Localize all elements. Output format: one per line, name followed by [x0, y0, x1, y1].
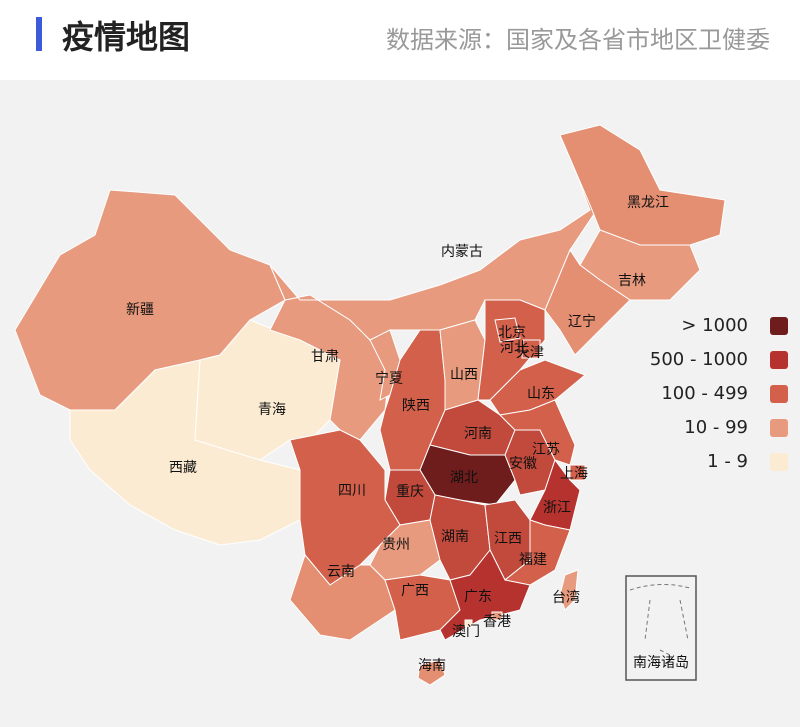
- region: [439, 549, 531, 641]
- legend-swatch: [770, 317, 788, 335]
- legend-label: 10 - 99: [684, 417, 748, 438]
- inset-label: 南海诸岛: [633, 655, 689, 671]
- title-accent: [36, 17, 42, 51]
- region-label: 海南: [418, 658, 446, 674]
- region-label: 澳门: [452, 624, 480, 640]
- region-label: 台湾: [552, 589, 580, 606]
- legend-swatch: [770, 385, 788, 403]
- region-label: 贵州: [382, 537, 410, 553]
- region-label: 陕西: [402, 398, 430, 414]
- region-label: 河南: [464, 426, 492, 442]
- legend-label: 500 - 1000: [650, 349, 748, 370]
- region: [417, 659, 446, 686]
- region-label: 青海: [258, 402, 286, 418]
- region-label: 甘肃: [311, 349, 339, 365]
- region-label: 山东: [527, 386, 555, 402]
- region-label: 上海: [560, 466, 588, 482]
- region-label: 内蒙古: [441, 244, 483, 260]
- legend-swatch: [770, 351, 788, 369]
- inset-frame: [625, 575, 697, 681]
- region: [521, 339, 541, 359]
- region: [559, 124, 726, 246]
- region-label: 福建: [519, 552, 547, 568]
- region: [464, 619, 473, 628]
- region-label: 黑龙江: [627, 195, 669, 211]
- legend-swatch: [770, 419, 788, 437]
- legend-label: 1 - 9: [707, 451, 748, 472]
- region-label: 广西: [401, 583, 429, 599]
- region-label: 云南: [327, 564, 355, 580]
- inset-line: [629, 584, 691, 591]
- region-label: 江西: [494, 531, 522, 547]
- region-label: 湖北: [450, 470, 478, 486]
- region-label: 山西: [450, 367, 478, 383]
- region: [559, 569, 579, 611]
- region: [544, 248, 631, 356]
- region-label: 北京: [498, 325, 526, 341]
- inset: 南海诸岛: [625, 575, 697, 681]
- region: [494, 317, 521, 343]
- inset-line: [644, 599, 689, 656]
- title: 疫情地图: [62, 18, 191, 56]
- region-label: 新疆: [126, 302, 154, 318]
- header: 疫情地图 数据来源：国家及各省市地区卫健委: [0, 0, 800, 80]
- region-label: 西藏: [169, 460, 197, 476]
- region: [569, 464, 586, 481]
- region-label: 湖南: [441, 529, 469, 545]
- region-label: 安徽: [509, 456, 537, 472]
- region-label: 香港: [483, 614, 511, 630]
- region-label: 宁夏: [375, 370, 403, 387]
- region-label: 吉林: [618, 273, 646, 289]
- region-label: 河北: [500, 340, 528, 356]
- region-label: 江苏: [532, 442, 560, 458]
- region: [491, 611, 503, 621]
- region: [503, 519, 571, 586]
- source: 数据来源：国家及各省市地区卫健委: [386, 26, 770, 54]
- legend-swatch: [770, 453, 788, 471]
- legend-label: 100 - 499: [661, 383, 748, 404]
- region-label: 四川: [338, 483, 366, 499]
- region-label: 天津: [516, 345, 544, 361]
- region-label: 广东: [464, 589, 492, 605]
- legend-label: > 1000: [681, 315, 748, 336]
- region-label: 重庆: [396, 484, 424, 500]
- region-label: 浙江: [543, 500, 571, 516]
- region-label: 辽宁: [568, 313, 596, 330]
